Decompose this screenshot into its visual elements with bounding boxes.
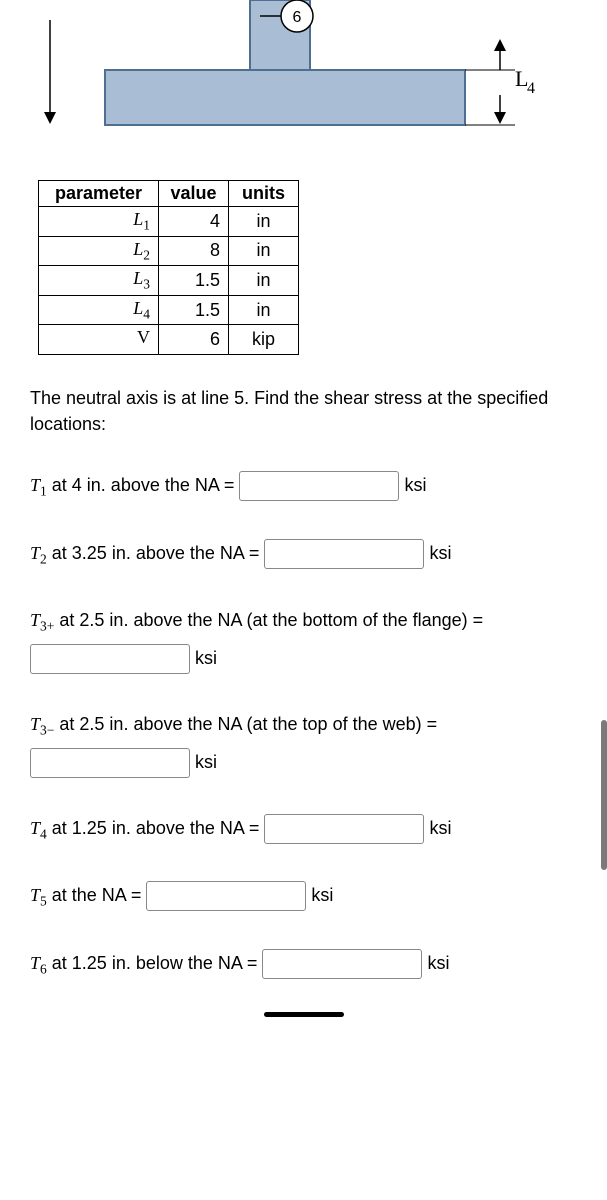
tau-symbol: T — [30, 818, 40, 838]
param-units: in — [229, 295, 299, 325]
question-t5: T5 at the NA = ksi — [30, 877, 577, 915]
header-value: value — [159, 181, 229, 207]
table-row: L3 1.5 in — [39, 266, 299, 296]
param-sub: 3 — [143, 277, 150, 292]
t5-input[interactable] — [146, 881, 306, 911]
question-t1: T1 at 4 in. above the NA = ksi — [30, 467, 577, 505]
param-var: V — [137, 327, 150, 347]
param-var: L — [133, 209, 143, 229]
tau-symbol: T — [30, 953, 40, 973]
param-units: in — [229, 207, 299, 237]
param-value: 1.5 — [159, 266, 229, 296]
tau-sub: 6 — [40, 961, 47, 976]
param-sub: 2 — [143, 247, 150, 262]
parameter-table-wrap: parameter value units L1 4 in L2 8 in L3… — [0, 170, 607, 355]
tau-sub: 1 — [40, 484, 47, 499]
param-sub: 1 — [143, 218, 150, 233]
param-sub: 4 — [143, 306, 150, 321]
tau-symbol: T — [30, 610, 40, 630]
tau-symbol: T — [30, 475, 40, 495]
unit-label: ksi — [427, 953, 449, 973]
tau-sub: 3− — [40, 723, 54, 738]
param-units: in — [229, 266, 299, 296]
unit-label: ksi — [195, 648, 217, 668]
table-row: L4 1.5 in — [39, 295, 299, 325]
table-header-row: parameter value units — [39, 181, 299, 207]
question-text: at 3.25 in. above the NA = — [47, 543, 260, 563]
tau-symbol: T — [30, 885, 40, 905]
question-t4: T4 at 1.25 in. above the NA = ksi — [30, 810, 577, 848]
param-value: 6 — [159, 325, 229, 355]
question-text: at 2.5 in. above the NA (at the top of t… — [54, 714, 437, 734]
table-row: L1 4 in — [39, 207, 299, 237]
diagram-svg: 6 L 4 — [0, 0, 607, 170]
header-parameter: parameter — [39, 181, 159, 207]
question-text: at 2.5 in. above the NA (at the bottom o… — [54, 610, 483, 630]
question-t3m: T3− at 2.5 in. above the NA (at the top … — [30, 706, 577, 780]
tau-sub: 4 — [40, 826, 47, 841]
param-units: kip — [229, 325, 299, 355]
question-text: at 1.25 in. above the NA = — [47, 818, 260, 838]
param-value: 4 — [159, 207, 229, 237]
table-row: L2 8 in — [39, 236, 299, 266]
flange-rect — [105, 70, 465, 125]
t2-input[interactable] — [264, 539, 424, 569]
t4-input[interactable] — [264, 814, 424, 844]
bottom-drag-handle[interactable] — [264, 1012, 344, 1017]
tau-sub: 5 — [40, 894, 47, 909]
tau-sub: 2 — [40, 551, 47, 566]
unit-label: ksi — [429, 543, 451, 563]
question-t6: T6 at 1.25 in. below the NA = ksi — [30, 945, 577, 983]
param-var: L — [133, 298, 143, 318]
param-value: 1.5 — [159, 295, 229, 325]
t1-input[interactable] — [239, 471, 399, 501]
unit-label: ksi — [429, 818, 451, 838]
question-t2: T2 at 3.25 in. above the NA = ksi — [30, 535, 577, 573]
param-value: 8 — [159, 236, 229, 266]
question-t3p: T3+ at 2.5 in. above the NA (at the bott… — [30, 602, 577, 676]
header-units: units — [229, 181, 299, 207]
question-text: at 1.25 in. below the NA = — [47, 953, 258, 973]
unit-label: ksi — [404, 475, 426, 495]
scrollbar-thumb[interactable] — [601, 720, 607, 870]
parameter-table: parameter value units L1 4 in L2 8 in L3… — [38, 180, 299, 355]
unit-label: ksi — [195, 752, 217, 772]
param-var: L — [133, 268, 143, 288]
unit-label: ksi — [311, 885, 333, 905]
table-row: V 6 kip — [39, 325, 299, 355]
l4-label-sub: 4 — [527, 80, 535, 97]
intro-text: The neutral axis is at line 5. Find the … — [0, 355, 607, 437]
param-var: L — [133, 239, 143, 259]
t3p-input[interactable] — [30, 644, 190, 674]
question-text: at the NA = — [47, 885, 142, 905]
question-text: at 4 in. above the NA = — [47, 475, 235, 495]
t3m-input[interactable] — [30, 748, 190, 778]
t6-input[interactable] — [262, 949, 422, 979]
tau-symbol: T — [30, 714, 40, 734]
tau-symbol: T — [30, 543, 40, 563]
beam-diagram: 6 L 4 — [0, 0, 607, 170]
param-units: in — [229, 236, 299, 266]
node-circle-label: 6 — [293, 9, 302, 26]
questions: T1 at 4 in. above the NA = ksi T2 at 3.2… — [0, 437, 607, 982]
tau-sub: 3+ — [40, 619, 54, 634]
